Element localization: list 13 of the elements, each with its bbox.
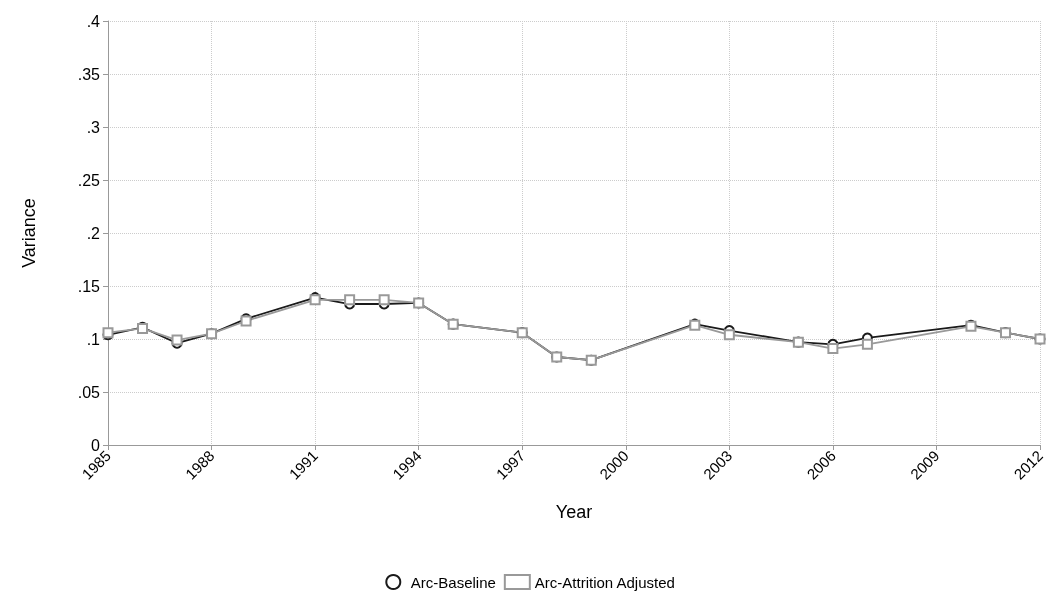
- y-tick-label: .4: [86, 12, 101, 30]
- y-tick-label: .35: [77, 65, 101, 83]
- legend-label: Arc-Baseline: [410, 573, 496, 591]
- y-tick-label: .15: [77, 277, 101, 295]
- y-tick-label: .3: [86, 118, 101, 136]
- y-tick-label: .05: [77, 383, 101, 401]
- legend-label: Arc-Attrition Adjusted: [534, 573, 675, 591]
- y-tick-label: .2: [86, 224, 101, 242]
- y-tick-label: .25: [77, 171, 101, 189]
- y-axis-title: Variance: [19, 198, 39, 268]
- x-axis-title: Year: [555, 502, 593, 522]
- y-tick-label: 0: [91, 436, 101, 454]
- y-tick-label: .1: [86, 330, 101, 348]
